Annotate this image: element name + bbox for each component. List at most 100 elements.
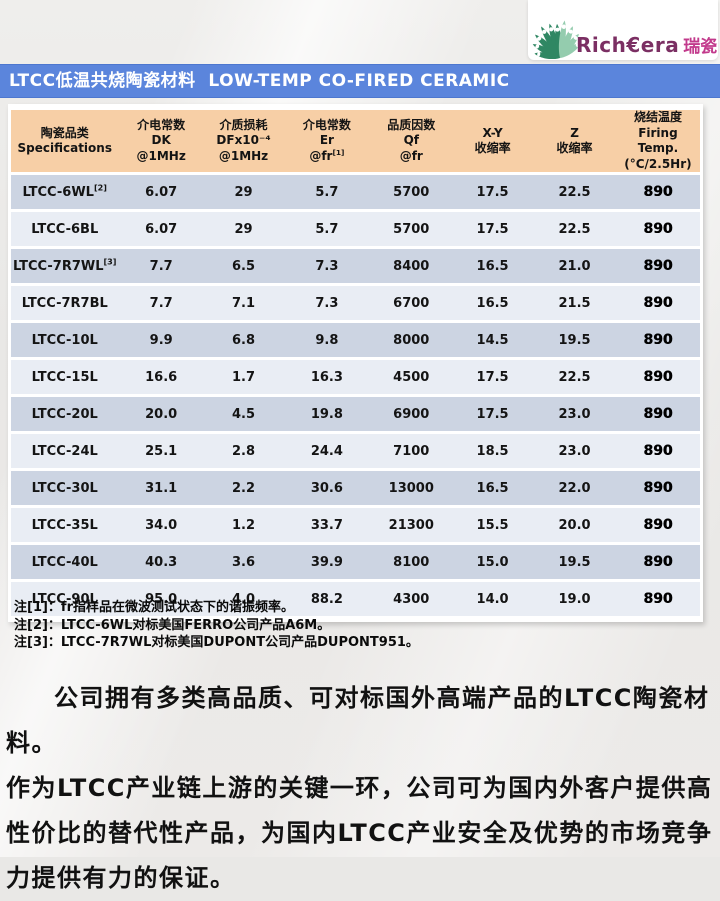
table-row: LTCC-35L 34.0 1.2 33.7 21300 15.5 20.0 890: [11, 508, 700, 543]
note-line: 注[1]：fr指样品在微波测试状态下的谐振频率。: [14, 600, 294, 615]
spec-name-cell: LTCC-10L: [11, 323, 119, 358]
er-cell: 16.3: [283, 360, 371, 395]
spec-name-cell: LTCC-15L: [11, 360, 119, 395]
z-cell: 21.0: [533, 249, 616, 284]
temp-cell: 890: [615, 434, 700, 469]
temp-cell: 890: [615, 582, 700, 617]
df-cell: 6.5: [203, 249, 284, 284]
er-cell: 30.6: [283, 471, 371, 506]
qf-cell: 7100: [370, 434, 452, 469]
table-header-row: 陶瓷品类 Specifications 介电常数 DK @1MHz 介质损耗 DFx10⁻⁴…: [11, 110, 700, 173]
df-cell: 6.8: [203, 323, 284, 358]
df-cell: 3.6: [203, 545, 284, 580]
xy-cell: 16.5: [451, 471, 534, 506]
spec-name-cell: LTCC-6WL[2]: [11, 175, 119, 210]
df-cell: 29: [203, 175, 284, 210]
er-cell: 9.8: [283, 323, 371, 358]
df-cell: 7.1: [203, 286, 284, 321]
er-cell: 24.4: [283, 434, 371, 469]
qf-cell: 4500: [370, 360, 452, 395]
qf-cell: 5700: [370, 212, 452, 247]
df-cell: 1.7: [203, 360, 284, 395]
df-cell: 1.2: [203, 508, 284, 543]
er-cell: 88.2: [283, 582, 371, 617]
table-row: LTCC-30L 31.1 2.2 30.6 13000 16.5 22.0 890: [11, 471, 700, 506]
z-cell: 22.5: [533, 212, 616, 247]
temp-cell: 890: [615, 175, 700, 210]
notes: 注[1]：fr指样品在微波测试状态下的谐振频率。注[2]：LTCC-6WL对标美…: [14, 599, 419, 652]
xy-cell: 17.5: [451, 360, 534, 395]
table-row: LTCC-7R7BL 7.7 7.1 7.3 6700 16.5 21.5 890: [11, 286, 700, 321]
spec-name-cell: LTCC-90L: [11, 582, 119, 617]
dk-cell: 7.7: [118, 286, 204, 321]
spec-name-cell: LTCC-24L: [11, 434, 119, 469]
table-body: LTCC-6WL[2] 6.07 29 5.7 5700 17.5 22.5 890 LTCC-…: [11, 175, 700, 617]
df-cell: 4.5: [203, 397, 284, 432]
table-row: LTCC-6WL[2] 6.07 29 5.7 5700 17.5 22.5 890: [11, 175, 700, 210]
dk-cell: 16.6: [118, 360, 204, 395]
dk-cell: 7.7: [118, 249, 204, 284]
spec-name-cell: LTCC-30L: [11, 471, 119, 506]
fan-leaves-icon: [532, 20, 581, 59]
column-header: 品质因数 Qf @fr: [370, 110, 452, 173]
table-row: LTCC-15L 16.6 1.7 16.3 4500 17.5 22.5 890: [11, 360, 700, 395]
qf-cell: 13000: [370, 471, 452, 506]
table-row: LTCC-90L 95.0 4.0 88.2 4300 14.0 19.0 890: [11, 582, 700, 617]
dk-cell: 40.3: [118, 545, 204, 580]
column-header: 介电常数 DK @1MHz: [118, 110, 204, 173]
richcera-logo: Rich€era 瑞瓷: [528, 0, 718, 60]
z-cell: 23.0: [533, 397, 616, 432]
column-header: 介质损耗 DFx10⁻⁴ @1MHz: [203, 110, 284, 173]
dk-cell: 6.07: [118, 175, 204, 210]
temp-cell: 890: [615, 508, 700, 543]
z-cell: 22.0: [533, 471, 616, 506]
qf-cell: 21300: [370, 508, 452, 543]
er-cell: 7.3: [283, 249, 371, 284]
df-cell: 4.0: [203, 582, 284, 617]
z-cell: 19.0: [533, 582, 616, 617]
column-header: 陶瓷品类 Specifications: [11, 110, 119, 173]
note-line: 注[2]：LTCC-6WL对标美国FERRO公司产品A6M。: [14, 617, 331, 633]
paragraph-line: 性价比的替代性产品，为国内LTCC产业安全及优势的市场竞争: [6, 819, 713, 847]
xy-cell: 18.5: [451, 434, 534, 469]
er-cell: 5.7: [283, 175, 371, 210]
description-paragraph: 公司拥有多类高品质、可对标国外高端产品的LTCC陶瓷材料。 作为LTCC产业链上游…: [6, 676, 716, 901]
ltcc-spec-table: 陶瓷品类 Specifications 介电常数 DK @1MHz 介质损耗 DFx10⁻⁴…: [8, 104, 703, 623]
z-cell: 22.5: [533, 175, 616, 210]
table-row: LTCC-7R7WL[3] 7.7 6.5 7.3 8400 16.5 21.0 890: [11, 249, 700, 284]
table-row: LTCC-20L 20.0 4.5 19.8 6900 17.5 23.0 890: [11, 397, 700, 432]
z-cell: 22.5: [533, 360, 616, 395]
temp-cell: 890: [615, 323, 700, 358]
note-line: 注[3]：LTCC-7R7WL对标美国DUPONT公司产品DUPONT951。: [14, 635, 419, 650]
paragraph-line: 力提供有力的保证。: [6, 864, 236, 892]
temp-cell: 890: [615, 249, 700, 284]
df-cell: 2.2: [203, 471, 284, 506]
qf-cell: 5700: [370, 175, 452, 210]
column-header: 烧结温度 Firing Temp. (°C/2.5Hr): [615, 110, 700, 173]
z-cell: 19.5: [533, 545, 616, 580]
qf-cell: 8100: [370, 545, 452, 580]
er-cell: 5.7: [283, 212, 371, 247]
df-cell: 2.8: [203, 434, 284, 469]
dk-cell: 31.1: [118, 471, 204, 506]
table-row: LTCC-40L 40.3 3.6 39.9 8100 15.0 19.5 890: [11, 545, 700, 580]
dk-cell: 9.9: [118, 323, 204, 358]
dk-cell: 95.0: [118, 582, 204, 617]
spec-name-cell: LTCC-7R7WL[3]: [11, 249, 119, 284]
table-row: LTCC-6BL 6.07 29 5.7 5700 17.5 22.5 890: [11, 212, 700, 247]
column-header: X-Y 收缩率: [451, 110, 534, 173]
er-cell: 7.3: [283, 286, 371, 321]
z-cell: 19.5: [533, 323, 616, 358]
temp-cell: 890: [615, 212, 700, 247]
spec-name-cell: LTCC-7R7BL: [11, 286, 119, 321]
xy-cell: 16.5: [451, 249, 534, 284]
er-cell: 39.9: [283, 545, 371, 580]
dk-cell: 25.1: [118, 434, 204, 469]
spec-name-cell: LTCC-35L: [11, 508, 119, 543]
table-row: LTCC-10L 9.9 6.8 9.8 8000 14.5 19.5 890: [11, 323, 700, 358]
qf-cell: 4300: [370, 582, 452, 617]
qf-cell: 8400: [370, 249, 452, 284]
spec-name-cell: LTCC-40L: [11, 545, 119, 580]
paragraph-line: 作为LTCC产业链上游的关键一环，公司可为国内外客户提供高: [6, 774, 713, 802]
temp-cell: 890: [615, 286, 700, 321]
